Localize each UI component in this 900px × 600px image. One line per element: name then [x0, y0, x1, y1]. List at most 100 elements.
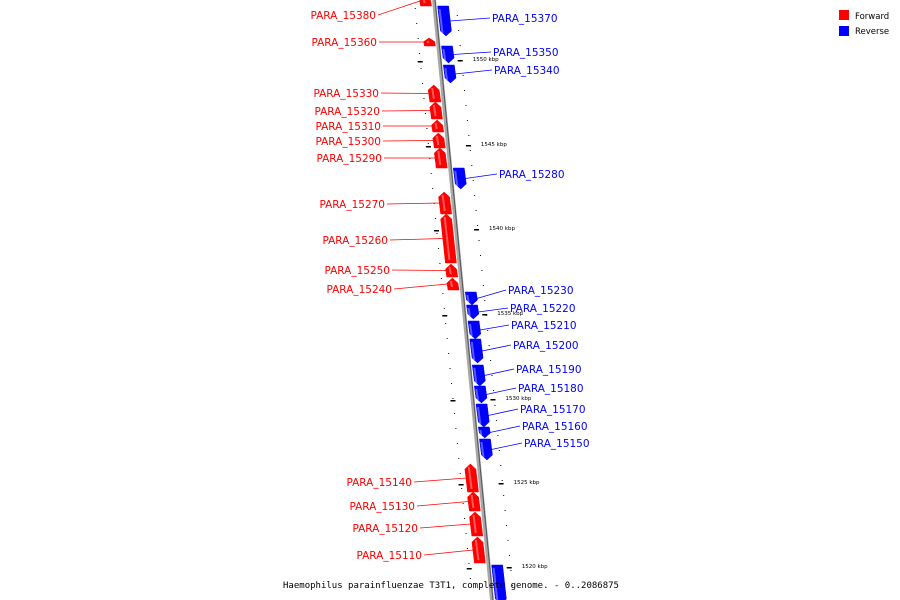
backbone-dot: [494, 405, 496, 406]
backbone-dot: [478, 240, 480, 241]
gene-label[interactable]: PARA_15210: [511, 320, 577, 332]
gene-arrow[interactable]: [469, 338, 484, 364]
gene-label[interactable]: PARA_15180: [518, 383, 584, 395]
gene-arrow-highlight: [467, 307, 471, 317]
backbone-dot: [465, 105, 467, 106]
gene-arrow[interactable]: [431, 119, 445, 133]
gene-connector: [380, 92, 430, 94]
gene-arrow[interactable]: [469, 511, 484, 537]
gene-label[interactable]: PARA_15320: [314, 106, 380, 118]
backbone-dot: [417, 38, 419, 39]
gene-arrow-highlight: [438, 8, 444, 34]
gene-label[interactable]: PARA_15380: [310, 10, 376, 22]
kbp-tick: [465, 145, 471, 147]
gene-arrow-highlight: [492, 567, 499, 600]
gene-arrow[interactable]: [467, 320, 482, 340]
gene-label[interactable]: PARA_15310: [315, 121, 381, 133]
backbone-dot: [498, 450, 500, 451]
gene-label[interactable]: PARA_15240: [326, 284, 392, 296]
gene-label[interactable]: PARA_15230: [508, 285, 574, 297]
gene-label[interactable]: PARA_15340: [494, 65, 560, 77]
gene-label[interactable]: PARA_15350: [493, 47, 559, 59]
backbone-dot: [469, 578, 471, 579]
kbp-tick: [498, 483, 504, 485]
gene-label[interactable]: PARA_15280: [499, 169, 565, 181]
gene-arrow[interactable]: [442, 64, 457, 84]
kbp-label: 1520 kbp: [522, 564, 548, 570]
backbone-dot: [511, 585, 513, 586]
gene-label[interactable]: PARA_15110: [356, 550, 422, 562]
gene-arrow[interactable]: [466, 304, 480, 320]
gene-arrow-highlight: [467, 466, 473, 490]
gene-arrow[interactable]: [434, 147, 448, 169]
backbone-dot: [462, 503, 464, 504]
gene-label[interactable]: PARA_15130: [349, 501, 415, 513]
backbone-dot: [456, 443, 458, 444]
backbone-dot: [479, 255, 481, 256]
gene-arrow[interactable]: [475, 403, 490, 428]
backbone-dot: [419, 53, 421, 54]
gene-label[interactable]: PARA_15330: [313, 88, 379, 100]
gene-arrow[interactable]: [477, 426, 491, 439]
kbp-tick: [450, 400, 456, 402]
gene-arrow[interactable]: [441, 45, 455, 64]
gene-label[interactable]: PARA_15220: [510, 303, 576, 315]
gene-connector: [381, 110, 431, 112]
backbone-dot: [488, 345, 490, 346]
backbone-dot: [439, 263, 441, 264]
gene-label[interactable]: PARA_15360: [311, 37, 377, 49]
backbone-dot: [432, 188, 434, 189]
gene-connector: [486, 387, 517, 395]
kbp-tick: [434, 230, 440, 232]
gene-arrow[interactable]: [474, 385, 488, 404]
gene-label[interactable]: PARA_15150: [524, 438, 590, 450]
kbp-tick: [457, 60, 463, 62]
gene-features: [419, 0, 507, 600]
gene-arrow[interactable]: [427, 84, 442, 103]
gene-arrow-highlight: [422, 0, 426, 4]
gene-label[interactable]: PARA_15370: [492, 13, 558, 25]
gene-label[interactable]: PARA_15170: [520, 404, 586, 416]
gene-connector: [488, 408, 519, 416]
gene-arrow[interactable]: [437, 5, 452, 37]
gene-connector: [382, 140, 434, 142]
backbone-dot: [426, 128, 428, 129]
gene-label[interactable]: PARA_15260: [322, 235, 388, 247]
backbone-dot: [508, 555, 510, 556]
gene-arrow[interactable]: [432, 132, 446, 149]
gene-arrow[interactable]: [440, 213, 457, 264]
backbone-dot: [472, 180, 474, 181]
backbone-dot: [442, 293, 444, 294]
gene-label[interactable]: PARA_15290: [316, 153, 382, 165]
backbone-dot: [503, 495, 505, 496]
gene-arrow[interactable]: [464, 291, 478, 306]
backbone-dot: [504, 510, 506, 511]
gene-connector: [419, 523, 471, 529]
gene-arrow[interactable]: [471, 536, 486, 564]
gene-arrow[interactable]: [471, 364, 486, 387]
backbone-dot: [458, 458, 460, 459]
gene-arrow[interactable]: [429, 101, 443, 120]
backbone-dot: [468, 563, 470, 564]
gene-label[interactable]: PARA_15250: [324, 265, 390, 277]
gene-label[interactable]: PARA_15120: [352, 523, 418, 535]
gene-arrow[interactable]: [467, 491, 481, 512]
gene-label[interactable]: PARA_15190: [516, 364, 582, 376]
gene-arrow[interactable]: [445, 263, 459, 278]
gene-arrow[interactable]: [479, 438, 493, 461]
gene-label[interactable]: PARA_15200: [513, 340, 579, 352]
gene-arrow[interactable]: [452, 167, 467, 190]
backbone-dot: [461, 488, 463, 489]
gene-connector: [489, 425, 521, 433]
gene-arrow[interactable]: [423, 37, 436, 47]
gene-arrow-highlight: [480, 441, 485, 458]
gene-label[interactable]: PARA_15160: [522, 421, 588, 433]
gene-arrow[interactable]: [491, 564, 507, 600]
gene-label[interactable]: PARA_15270: [319, 199, 385, 211]
gene-label[interactable]: PARA_15300: [315, 136, 381, 148]
legend: Forward Reverse: [839, 10, 889, 37]
gene-arrow[interactable]: [446, 277, 460, 291]
gene-label[interactable]: PARA_15140: [346, 477, 412, 489]
gene-connector: [386, 202, 440, 205]
gene-arrow[interactable]: [419, 0, 432, 7]
